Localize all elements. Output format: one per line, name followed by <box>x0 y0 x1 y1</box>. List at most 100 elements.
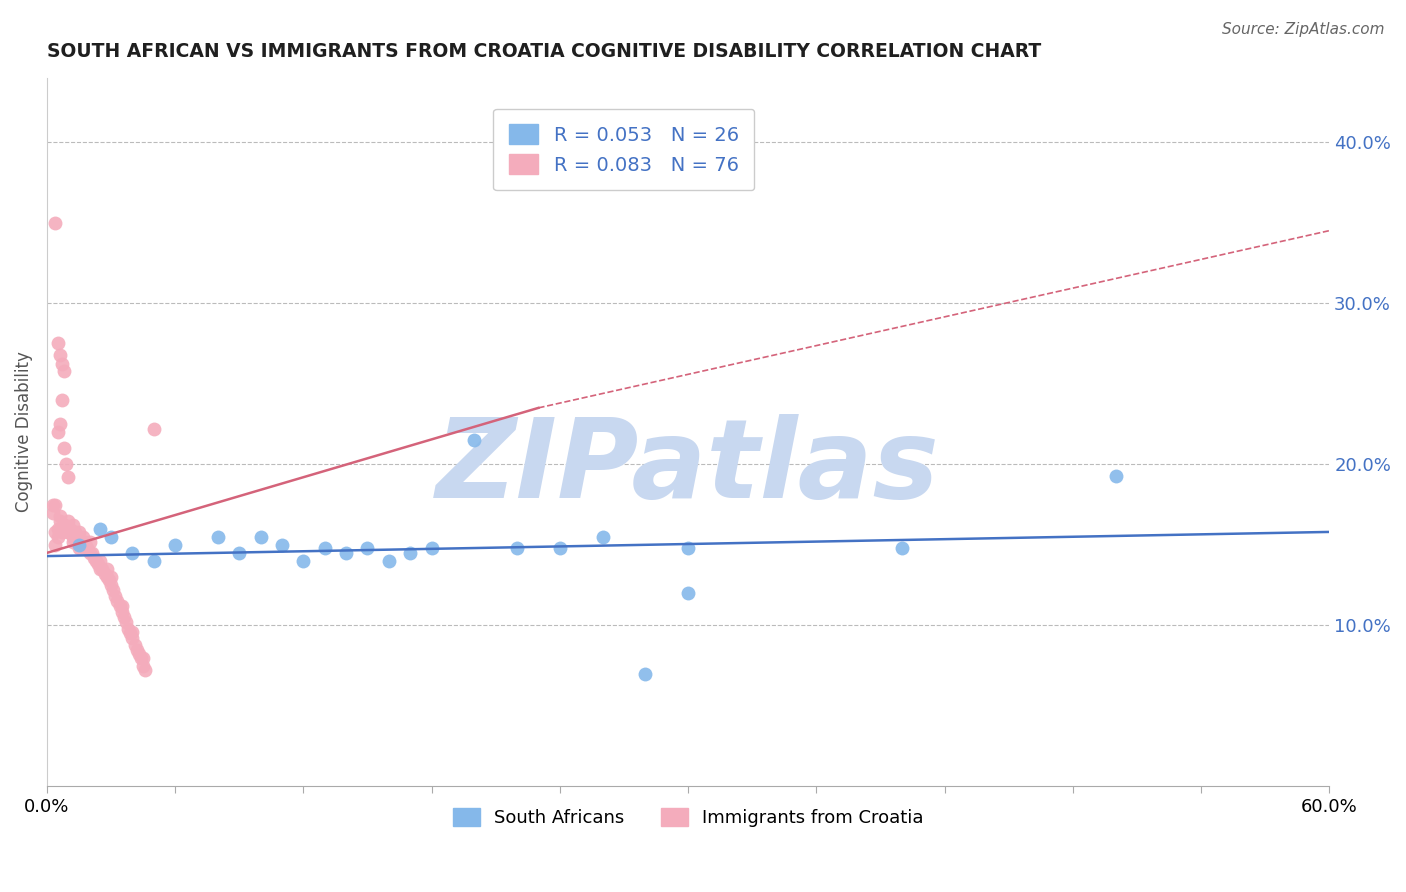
Point <box>62 534 84 549</box>
Point <box>46 522 69 536</box>
Point <box>634 666 657 681</box>
Point <box>292 554 315 568</box>
Point <box>111 606 134 620</box>
Point <box>75 541 97 555</box>
Point <box>121 546 143 560</box>
Point <box>62 530 84 544</box>
Point <box>271 538 294 552</box>
Point <box>676 586 699 600</box>
Point <box>48 417 70 431</box>
Point <box>108 599 131 613</box>
Point <box>87 557 110 571</box>
Point <box>66 530 89 544</box>
Point <box>79 546 101 560</box>
Point <box>97 574 120 588</box>
Point <box>132 650 155 665</box>
Point <box>42 506 65 520</box>
Text: SOUTH AFRICAN VS IMMIGRANTS FROM CROATIA COGNITIVE DISABILITY CORRELATION CHART: SOUTH AFRICAN VS IMMIGRANTS FROM CROATIA… <box>46 42 1040 61</box>
Point <box>107 594 129 608</box>
Point <box>63 524 86 539</box>
Point <box>51 357 73 371</box>
Point <box>89 554 111 568</box>
Point <box>104 590 127 604</box>
Point <box>48 508 70 523</box>
Point <box>44 216 66 230</box>
Text: ZIPatlas: ZIPatlas <box>436 414 941 521</box>
Point <box>592 530 614 544</box>
Point <box>378 554 401 568</box>
Text: Source: ZipAtlas.com: Source: ZipAtlas.com <box>1222 22 1385 37</box>
Point <box>335 546 357 560</box>
Point <box>84 554 107 568</box>
Point <box>356 541 378 555</box>
Point <box>79 534 101 549</box>
Point <box>62 518 84 533</box>
Point <box>112 610 135 624</box>
Point <box>44 538 66 552</box>
Point <box>58 524 80 539</box>
Point <box>124 638 146 652</box>
Point <box>55 522 77 536</box>
Point <box>44 524 66 539</box>
Point <box>46 425 69 439</box>
Point <box>314 541 336 555</box>
Point <box>46 336 69 351</box>
Point <box>100 570 122 584</box>
Y-axis label: Cognitive Disability: Cognitive Disability <box>15 351 32 513</box>
Point <box>120 626 142 640</box>
Point <box>42 498 65 512</box>
Point <box>51 392 73 407</box>
Point <box>46 530 69 544</box>
Point <box>48 514 70 528</box>
Point <box>132 658 155 673</box>
Point <box>249 530 271 544</box>
Point <box>142 422 165 436</box>
Point <box>89 562 111 576</box>
Point <box>53 441 76 455</box>
Point <box>96 570 118 584</box>
Point <box>67 524 90 539</box>
Point <box>129 650 152 665</box>
Point <box>76 541 98 555</box>
Point <box>58 514 80 528</box>
Point <box>96 562 118 576</box>
Point <box>51 524 73 539</box>
Point <box>463 433 485 447</box>
Point <box>91 562 114 576</box>
Point <box>420 541 443 555</box>
Point <box>207 530 229 544</box>
Point <box>890 541 912 555</box>
Point <box>67 538 90 552</box>
Point <box>228 546 250 560</box>
Point <box>44 498 66 512</box>
Point <box>100 578 122 592</box>
Point <box>134 664 156 678</box>
Point <box>70 538 93 552</box>
Point <box>53 518 76 533</box>
Point <box>676 541 699 555</box>
Point <box>121 632 143 646</box>
Point <box>67 534 90 549</box>
Point <box>89 522 111 536</box>
Point <box>58 470 80 484</box>
Point <box>67 541 90 555</box>
Point <box>399 546 422 560</box>
Point <box>83 550 105 565</box>
Point <box>80 546 103 560</box>
Point <box>55 457 77 471</box>
Point <box>53 518 76 533</box>
Point <box>117 622 139 636</box>
Point <box>59 522 82 536</box>
Point <box>128 648 150 662</box>
Point <box>115 615 138 629</box>
Point <box>48 348 70 362</box>
Point <box>1104 468 1126 483</box>
Point <box>548 541 571 555</box>
Point <box>72 530 94 544</box>
Point <box>506 541 529 555</box>
Point <box>125 642 148 657</box>
Legend: South Africans, Immigrants from Croatia: South Africans, Immigrants from Croatia <box>446 800 931 834</box>
Point <box>100 530 122 544</box>
Point <box>93 566 115 581</box>
Point <box>53 364 76 378</box>
